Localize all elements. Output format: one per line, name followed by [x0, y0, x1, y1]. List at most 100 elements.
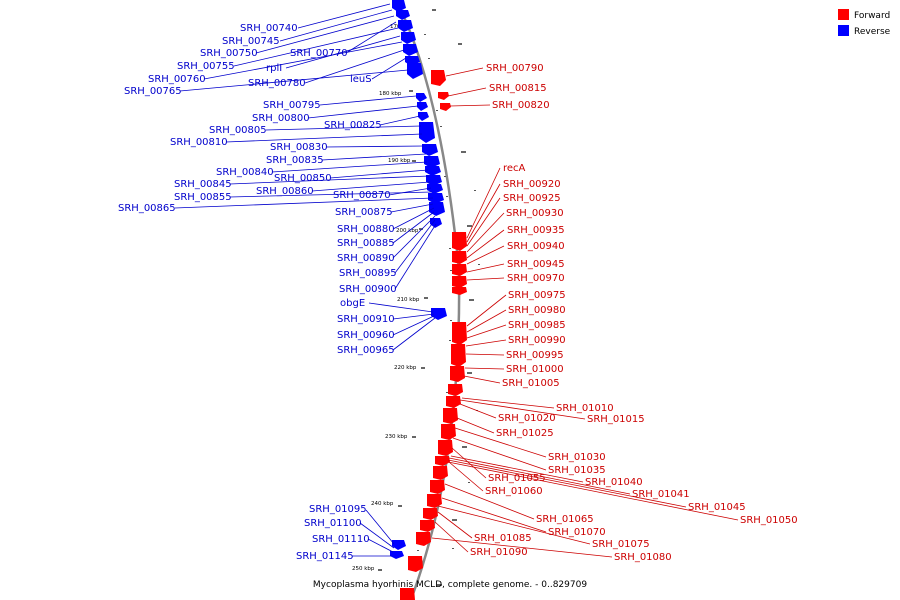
- gene-label: SRH_00910: [337, 314, 395, 325]
- gene-label: SRH_00885: [337, 238, 395, 249]
- gene-arrow-forward: [452, 264, 467, 276]
- gene-arrow-forward: [452, 232, 467, 251]
- gene-label: SRH_00860: [256, 186, 314, 197]
- gene-label: SRH_00890: [337, 253, 395, 264]
- gene-arrow-reverse: [426, 175, 442, 186]
- scale-ticks: [378, 9, 474, 586]
- gene-label: obgE: [340, 298, 365, 309]
- legend-swatch-reverse: [838, 25, 849, 36]
- gene-label: SRH_00865: [118, 203, 176, 214]
- gene-arrow-reverse: [390, 551, 404, 559]
- gene-label: SRH_00850: [274, 173, 332, 184]
- gene-arrow-forward: [452, 276, 467, 288]
- gene-label: SRH_00980: [508, 305, 566, 316]
- gene-arrow-forward: [400, 588, 415, 600]
- gene-arrow-forward: [435, 456, 450, 466]
- scale-label-220: 220 kbp: [394, 365, 417, 371]
- gene-label: SRH_00875: [335, 207, 393, 218]
- gene-label: SRH_01030: [548, 452, 606, 463]
- gene-label: SRH_01145: [296, 551, 354, 562]
- gene-label: SRH_01065: [536, 514, 594, 525]
- gene-label: SRH_00870: [333, 190, 391, 201]
- gene-label: SRH_00815: [489, 83, 547, 94]
- gene-label: SRH_00925: [503, 193, 561, 204]
- gene-arrow-forward: [446, 396, 461, 408]
- gene-arrow-forward: [433, 466, 448, 480]
- gene-label: SRH_01050: [740, 515, 798, 526]
- gene-label: leuS: [350, 74, 372, 85]
- gene-label: SRH_00740: [240, 23, 298, 34]
- gene-arrow-reverse: [403, 44, 418, 56]
- gene-label: SRH_01070: [548, 527, 606, 538]
- scale-label-200: 200 kbp: [396, 228, 419, 234]
- gene-label: recA: [503, 163, 526, 174]
- gene-arrow-forward: [441, 424, 456, 440]
- gene-label: SRH_00960: [337, 330, 395, 341]
- gene-arrow-reverse: [392, 540, 406, 550]
- reverse-connectors: [174, 3, 437, 557]
- gene-label: SRH_01100: [304, 518, 362, 529]
- gene-arrow-forward: [452, 251, 467, 264]
- legend-label-reverse: Reverse: [854, 27, 891, 37]
- gene-label: SRH_00985: [508, 320, 566, 331]
- gene-label: SRH_00840: [216, 167, 274, 178]
- gene-label: SRH_01000: [506, 364, 564, 375]
- gene-label: SRH_01045: [688, 502, 746, 513]
- gene-label: SRH_01035: [548, 465, 606, 476]
- reverse-genes: [390, 0, 447, 559]
- gene-label: SRH_00820: [492, 100, 550, 111]
- gene-arrow-forward: [420, 520, 435, 532]
- gene-arrow-reverse: [416, 93, 427, 102]
- gene-arrow-forward: [427, 494, 442, 508]
- gene-label: SRH_00940: [507, 241, 565, 252]
- gene-arrow-reverse: [401, 32, 416, 44]
- gene-label: SRH_01075: [592, 539, 650, 550]
- scale-label-210: 210 kbp: [397, 297, 420, 303]
- gene-label: SRH_01041: [632, 489, 690, 500]
- gene-label: SRH_01080: [614, 552, 672, 563]
- gene-arrow-reverse: [392, 0, 406, 12]
- map-caption: Mycoplasma hyorhinis MCLD, complete geno…: [313, 580, 587, 590]
- gene-arrow-reverse: [418, 112, 429, 121]
- gene-label: SRH_01040: [585, 477, 643, 488]
- gene-label: SRH_01095: [309, 504, 367, 515]
- track-dots: [417, 34, 480, 551]
- gene-arrow-forward: [451, 344, 466, 367]
- scale-label-180: 180 kbp: [379, 91, 402, 97]
- gene-label: SRH_00760: [148, 74, 206, 85]
- forward-connectors: [431, 67, 739, 558]
- gene-label: SRH_00975: [508, 290, 566, 301]
- gene-arrow-reverse: [422, 144, 438, 156]
- gene-label: SRH_00765: [124, 86, 182, 97]
- gene-label: SRH_00805: [209, 125, 267, 136]
- gene-arrow-forward: [443, 408, 458, 424]
- scale-label-230: 230 kbp: [385, 434, 408, 440]
- gene-label: SRH_00965: [337, 345, 395, 356]
- gene-arrow-forward: [450, 366, 465, 382]
- gene-label: SRH_01020: [498, 413, 556, 424]
- gene-label: SRH_00845: [174, 179, 232, 190]
- reverse-gene-labels: SRH_00740 SRH_00745 SRH_00750 SRH_00770 …: [118, 23, 397, 562]
- scale-label-250: 250 kbp: [352, 566, 375, 572]
- gene-label: SRH_00995: [506, 350, 564, 361]
- gene-arrow-reverse: [419, 122, 435, 143]
- gene-label: SRH_00780: [248, 78, 306, 89]
- gene-label: SRH_01090: [470, 547, 528, 558]
- gene-label: SRH_01110: [312, 534, 370, 545]
- gene-arrow-forward: [423, 508, 438, 520]
- gene-arrow-forward: [430, 480, 445, 494]
- gene-label: SRH_00835: [266, 155, 324, 166]
- gene-label: SRH_00990: [508, 335, 566, 346]
- gene-arrow-reverse: [407, 63, 423, 79]
- gene-label: rplI: [266, 63, 282, 74]
- gene-label: SRH_00900: [339, 284, 397, 295]
- gene-label: SRH_01005: [502, 378, 560, 389]
- gene-label: SRH_00790: [486, 63, 544, 74]
- gene-arrow-reverse: [430, 218, 442, 228]
- gene-label: SRH_01060: [485, 486, 543, 497]
- gene-label: SRH_00935: [507, 225, 565, 236]
- gene-label: SRH_01015: [587, 414, 645, 425]
- gene-label: SRH_00810: [170, 137, 228, 148]
- scale-label-240: 240 kbp: [371, 501, 394, 507]
